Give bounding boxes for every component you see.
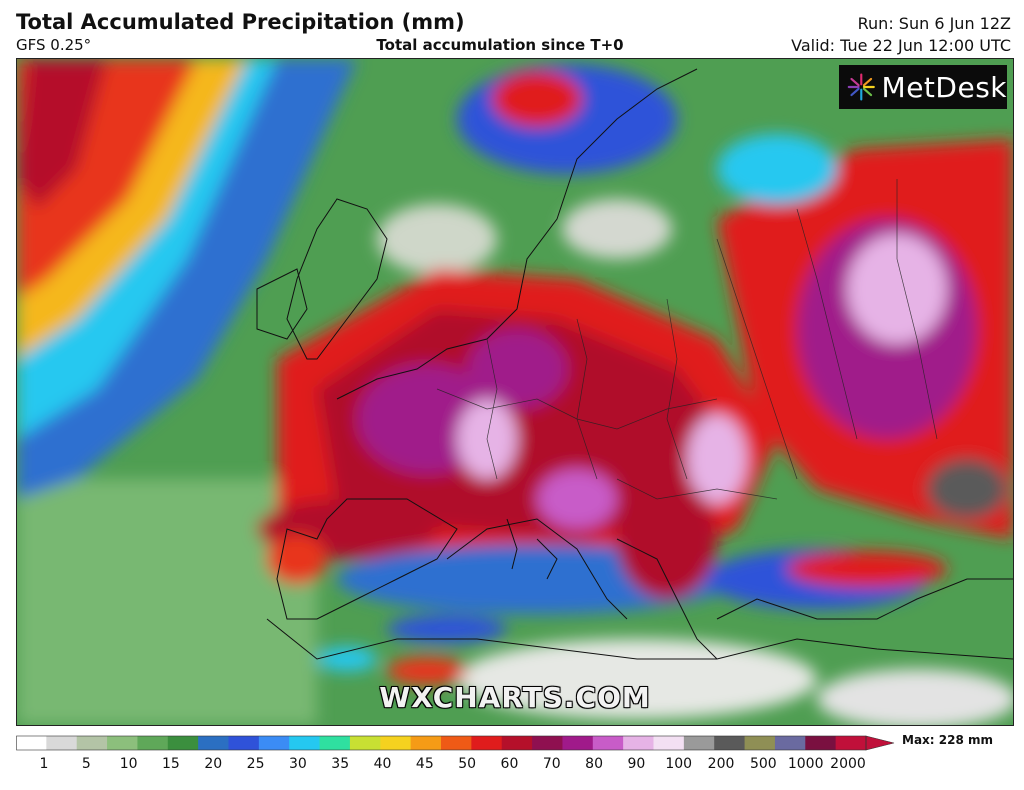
scale-cell (532, 736, 563, 750)
chart-title: Total Accumulated Precipitation (mm) (16, 10, 465, 34)
scale-cell (805, 736, 837, 750)
chart-subtitle: Total accumulation since T+0 (376, 36, 624, 54)
scale-arrow (865, 735, 895, 751)
coastlines (256, 68, 1013, 660)
scale-cell (76, 736, 108, 750)
scale-cell (228, 736, 260, 750)
scale-cell (380, 736, 412, 750)
scale-tick-label: 80 (585, 756, 604, 772)
scale-cell (744, 736, 776, 750)
scale-cell (501, 736, 533, 750)
scale-tick-label: 30 (288, 756, 307, 772)
scale-cell (258, 736, 290, 750)
valid-time: Valid: Tue 22 Jun 12:00 UTC (791, 36, 1011, 55)
country-borders (436, 179, 938, 500)
scale-tick-label: 10 (119, 756, 138, 772)
precip-field (17, 59, 1013, 725)
scale-tick-label: 35 (331, 756, 350, 772)
scale-tick-label: 5 (81, 756, 91, 772)
scale-tick-label: 500 (749, 756, 777, 772)
precipitation-map: MetDesk WXCHARTS.COM (16, 58, 1014, 726)
scale-ticks: 1 5 10 15 20 25 30 35 40 45 50 60 70 80 90 100 200 500 100… (16, 756, 866, 776)
scale-cell (653, 736, 685, 750)
map-canvas (17, 59, 1013, 725)
scale-tick-label: 90 (627, 756, 646, 772)
logo-text: MetDesk (881, 70, 1007, 104)
scale-cell (107, 736, 138, 750)
scale-tick-label: 1000 (787, 756, 824, 772)
scale-tick-label: 50 (458, 756, 477, 772)
scale-tick-label: 15 (162, 756, 180, 772)
scale-cell (410, 736, 442, 750)
scale-cell (683, 736, 715, 750)
scale-cell (623, 736, 654, 750)
scale-tick-label: 25 (246, 756, 265, 772)
scale-cell (441, 736, 472, 750)
scale-tick-label: 70 (542, 756, 561, 772)
model-label: GFS 0.25° (16, 36, 92, 54)
scale-cell (714, 736, 746, 750)
scale-cell (167, 736, 199, 750)
watermark: WXCHARTS.COM (379, 681, 651, 714)
scale-tick-label: 200 (707, 756, 735, 772)
scale-tick-label: 20 (204, 756, 223, 772)
scale-tick-label: 40 (373, 756, 392, 772)
scale-cell (289, 736, 321, 750)
scale-cell (471, 736, 503, 750)
scale-tick-label: 60 (500, 756, 519, 772)
scale-cell (16, 736, 47, 750)
scale-tick-label: 1 (39, 756, 49, 772)
scale-tick-label: 45 (415, 756, 434, 772)
scale-cell (137, 736, 169, 750)
scale-cell (349, 736, 381, 750)
scale-cell (592, 736, 624, 750)
scale-cell (319, 736, 351, 750)
max-label: Max: 228 mm (902, 733, 993, 747)
run-time: Run: Sun 6 Jun 12Z (857, 14, 1011, 33)
scale-cell (774, 736, 806, 750)
color-scale-bar (16, 735, 895, 751)
scale-cell (46, 736, 78, 750)
scale-cell (198, 736, 229, 750)
scale-cell (835, 736, 867, 750)
scale-tick-label: 100 (665, 756, 693, 772)
sunburst-icon (847, 73, 875, 101)
scale-cells (16, 736, 867, 750)
scale-tick-label: 2000 (830, 756, 866, 772)
metdesk-logo: MetDesk (839, 65, 1007, 109)
scale-cell (562, 736, 594, 750)
